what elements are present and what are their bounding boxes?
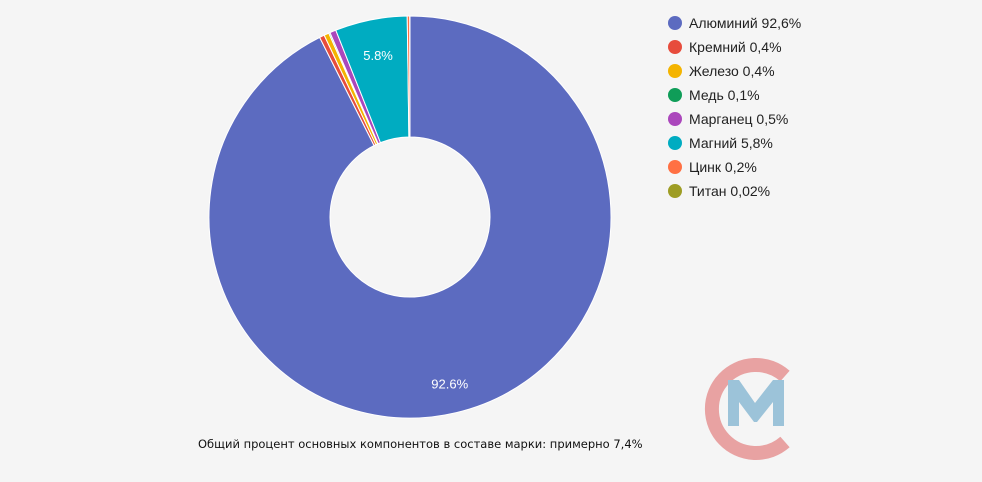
logo-ring [704,358,790,460]
legend-label: Кремний 0,4% [689,39,782,55]
legend-label: Титан 0,02% [689,183,770,199]
legend-swatch [668,64,682,78]
legend-label: Железо 0,4% [689,63,775,79]
legend-label: Цинк 0,2% [689,159,757,175]
legend-swatch [668,160,682,174]
slice-label: 5.8% [363,48,393,63]
legend-label: Магний 5,8% [689,135,773,151]
legend-label: Марганец 0,5% [689,111,788,127]
legend-swatch [668,88,682,102]
slice-label: 92.6% [431,376,468,391]
legend-swatch [668,136,682,150]
legend-swatch [668,184,682,198]
company-logo [704,358,790,460]
legend-swatch [668,112,682,126]
donut-slice [208,15,612,419]
logo-m-mark [728,380,784,426]
slice-labels: 92.6% 5.8% [363,48,468,391]
legend: Алюминий 92,6% Кремний 0,4% Железо 0,4% Мед… [668,15,801,199]
legend-label: Медь 0,1% [689,87,760,103]
legend-label: Алюминий 92,6% [689,15,801,31]
legend-swatch [668,40,682,54]
legend-swatch [668,16,682,30]
donut-slices [208,15,612,419]
footnote: Общий процент основных компонентов в сос… [198,437,643,451]
